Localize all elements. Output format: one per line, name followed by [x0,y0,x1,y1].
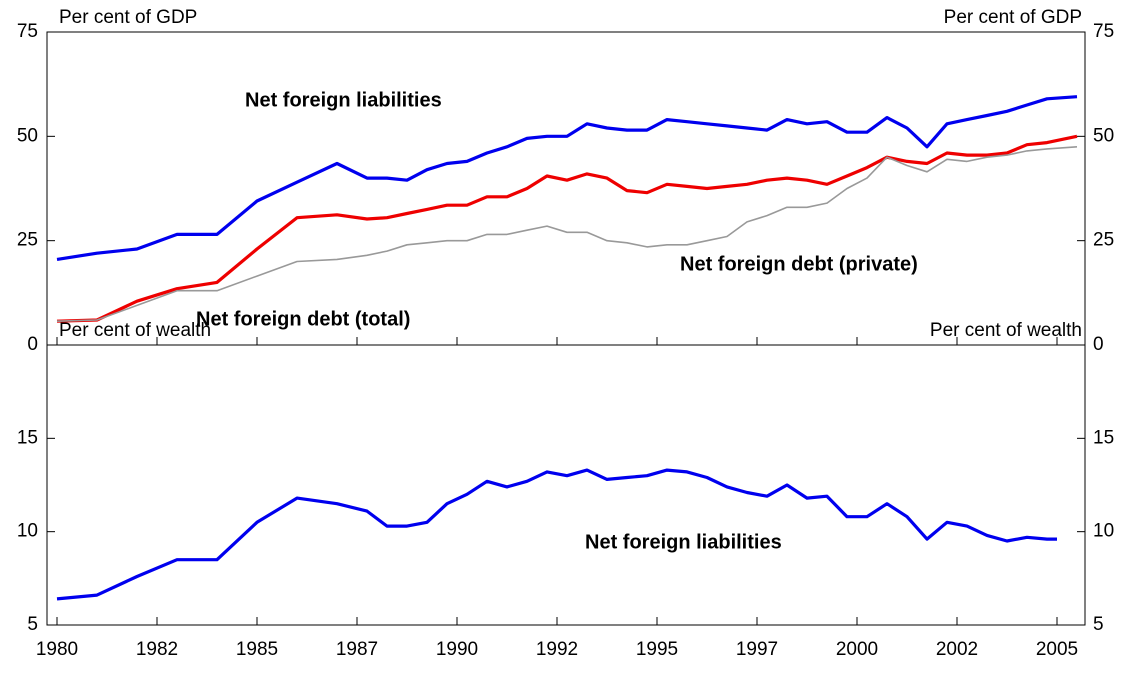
y-tick-label: 10 [17,521,38,542]
x-tick-label: 1995 [636,639,678,660]
x-tick-label: 2002 [936,639,978,660]
x-tick-label: 1980 [36,639,78,660]
y2-tick-label: 50 [1093,125,1114,146]
y2-tick-label: 10 [1093,521,1114,542]
y-tick-label: 50 [17,125,38,146]
y-tick-label: 5 [27,614,38,635]
series-line [56,95,1078,261]
x-tick-label: 1997 [736,639,778,660]
y-axis-label: Per cent of GDP [59,7,197,28]
y2-tick-label: 5 [1093,614,1104,635]
y2-axis-label: Per cent of GDP [944,7,1082,28]
series-label: Net foreign liabilities [245,89,442,111]
x-tick-label: 1985 [236,639,278,660]
y2-tick-label: 0 [1093,334,1104,355]
y-tick-label: 0 [27,334,38,355]
y-tick-label: 25 [17,230,38,251]
series-line [56,468,1057,601]
x-tick-label: 1987 [336,639,378,660]
y2-axis-label: Per cent of wealth [930,320,1082,341]
y-tick-label: 15 [17,427,38,448]
x-tick-label: 2005 [1036,639,1078,660]
plot-frame [46,31,1086,626]
y-axis-label: Per cent of wealth [59,320,211,341]
series-line [56,134,1078,323]
x-tick-label: 1990 [436,639,478,660]
series-label: Net foreign liabilities [585,531,782,553]
x-tick-label: 1982 [136,639,178,660]
series-label: Net foreign debt (private) [680,253,918,275]
x-tick-label: 2000 [836,639,878,660]
x-tick-label: 1992 [536,639,578,660]
y2-tick-label: 25 [1093,230,1114,251]
series-label: Net foreign debt (total) [196,308,410,330]
y2-tick-label: 15 [1093,427,1114,448]
y2-tick-label: 75 [1093,21,1114,42]
y-tick-label: 75 [17,21,38,42]
series-line [56,146,1078,322]
